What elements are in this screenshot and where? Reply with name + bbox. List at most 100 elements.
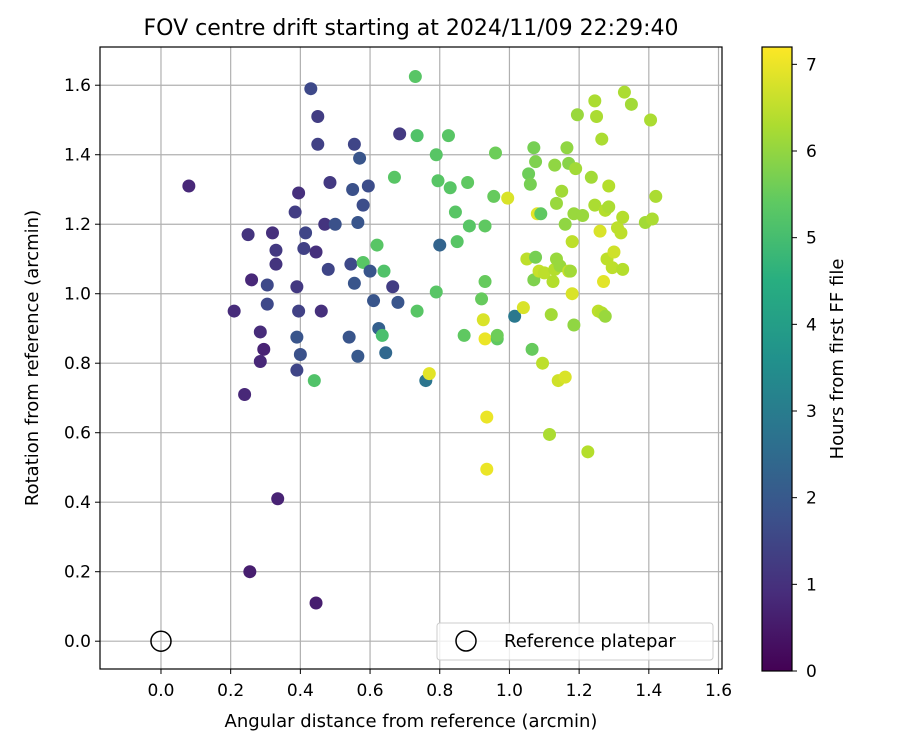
colorbar-frame xyxy=(761,46,793,672)
data-point xyxy=(480,462,494,476)
x-tick-label: 1.4 xyxy=(635,681,662,701)
data-point xyxy=(410,304,424,318)
colorbar-tick-label: 3 xyxy=(806,402,817,422)
data-point xyxy=(522,167,536,181)
data-point xyxy=(290,330,304,344)
data-point xyxy=(543,427,557,441)
data-point xyxy=(265,226,279,240)
data-point xyxy=(318,217,332,231)
y-tick-label: 0.8 xyxy=(64,354,91,374)
data-point xyxy=(598,309,612,323)
data-point xyxy=(260,297,274,311)
data-point xyxy=(567,318,581,332)
data-point xyxy=(624,97,638,111)
data-point xyxy=(478,219,492,233)
data-point xyxy=(356,198,370,212)
legend-box xyxy=(436,622,714,661)
data-point xyxy=(581,445,595,459)
data-point xyxy=(480,410,494,424)
data-point xyxy=(563,264,577,278)
data-point xyxy=(593,224,607,238)
data-point xyxy=(344,257,358,271)
data-point xyxy=(241,228,255,242)
data-point xyxy=(375,328,389,342)
data-point xyxy=(351,215,365,229)
data-point xyxy=(293,348,307,362)
data-point xyxy=(297,242,311,256)
data-point xyxy=(311,109,325,123)
grid-lines xyxy=(100,47,722,669)
data-point xyxy=(443,181,457,195)
data-point xyxy=(304,82,318,96)
data-point xyxy=(558,370,572,384)
data-point xyxy=(595,132,609,146)
data-point xyxy=(227,304,241,318)
legend-marker-reference xyxy=(455,630,477,652)
data-point xyxy=(537,266,551,280)
colorbar-tick-label: 0 xyxy=(806,662,817,682)
data-point xyxy=(299,226,313,240)
data-point xyxy=(429,148,443,162)
data-point xyxy=(314,304,328,318)
data-point xyxy=(410,129,424,143)
data-point xyxy=(379,346,393,360)
colorbar-label: Hours from first FF file xyxy=(827,259,848,460)
data-point xyxy=(516,301,530,315)
data-point xyxy=(597,275,611,289)
data-point xyxy=(462,219,476,233)
x-axis-ticks: 0.0 0.2 0.4 0.6 0.8 1.0 1.2 1.4 1.6 xyxy=(147,669,732,701)
data-point xyxy=(478,332,492,346)
data-point xyxy=(508,309,522,323)
data-point xyxy=(290,363,304,377)
data-point xyxy=(544,308,558,322)
y-tick-label: 1.2 xyxy=(64,215,91,235)
colorbar: 0 1 2 3 4 5 6 7 Hours from first FF file xyxy=(761,46,848,682)
data-point xyxy=(457,328,471,342)
data-point xyxy=(617,85,631,99)
y-tick-label: 1.6 xyxy=(64,76,91,96)
data-point xyxy=(321,262,335,276)
data-point xyxy=(347,137,361,151)
data-point xyxy=(534,207,548,221)
data-point xyxy=(387,170,401,184)
data-point xyxy=(408,70,422,84)
data-point xyxy=(351,349,365,363)
x-tick-label: 1.0 xyxy=(496,681,523,701)
data-point xyxy=(363,264,377,278)
x-tick-label: 0.6 xyxy=(357,681,384,701)
data-point xyxy=(257,342,271,356)
data-point xyxy=(292,304,306,318)
data-point xyxy=(342,330,356,344)
colorbar-tick-label: 1 xyxy=(806,575,817,595)
data-point xyxy=(501,191,515,205)
data-point xyxy=(576,209,590,223)
y-tick-label: 1.0 xyxy=(64,285,91,305)
data-point xyxy=(307,374,321,388)
data-point xyxy=(590,109,604,123)
data-point xyxy=(260,278,274,292)
y-axis-label: Rotation from reference (arcmin) xyxy=(22,210,43,506)
data-point xyxy=(441,129,455,143)
x-tick-label: 0.2 xyxy=(217,681,244,701)
data-point xyxy=(429,285,443,299)
data-point xyxy=(450,235,464,249)
data-point xyxy=(288,205,302,219)
y-tick-label: 0.2 xyxy=(64,563,91,583)
data-point xyxy=(182,179,196,193)
data-point xyxy=(370,238,384,252)
data-point xyxy=(644,113,658,127)
data-point xyxy=(536,356,550,370)
data-point xyxy=(645,212,659,226)
legend-label-reference: Reference platepar xyxy=(504,631,676,652)
x-tick-label: 1.6 xyxy=(705,681,732,701)
data-point xyxy=(475,292,489,306)
data-point xyxy=(448,205,462,219)
data-point xyxy=(328,217,342,231)
data-point xyxy=(602,179,616,193)
data-point xyxy=(367,294,381,308)
data-point xyxy=(309,245,323,259)
data-point xyxy=(269,257,283,271)
data-point xyxy=(616,262,630,276)
data-point xyxy=(529,155,543,169)
